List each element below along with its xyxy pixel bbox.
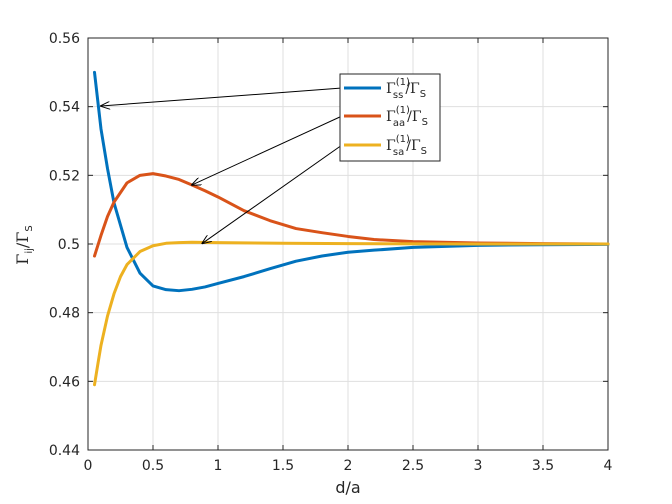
- series-line-aa: [93, 172, 610, 258]
- y-axis-label-sub2: S: [24, 225, 35, 231]
- y-tick-label: 0.46: [49, 374, 80, 390]
- y-tick-label: 0.44: [49, 443, 80, 459]
- legend-label: Γ(1) ss/ΓS: [386, 77, 426, 101]
- x-tick-label: 1.5: [272, 458, 294, 474]
- x-tick-label: 4: [604, 458, 613, 474]
- x-tick-label: 1: [214, 458, 223, 474]
- svg-text:Γij/ΓS: Γij/ΓS: [13, 225, 35, 265]
- annotation-arrow: [101, 87, 343, 106]
- y-tick-label: 0.56: [49, 31, 80, 47]
- legend-entry-sa: Γ(1) sa/ΓS: [344, 134, 427, 158]
- axis-ticks: 0 0.5 1 1.5 2 2.5 3 3.5 4 0.44 0.46 0.48 0.5 0.52 0.54…: [49, 31, 613, 474]
- x-tick-label: 3: [474, 458, 483, 474]
- y-tick-label: 0.52: [49, 168, 80, 184]
- series-line-ss: [93, 70, 610, 293]
- series-lines: [93, 70, 610, 387]
- y-axis-label-base: Γ: [13, 254, 32, 265]
- x-tick-label: 2: [344, 458, 353, 474]
- y-axis-label: Γij/ΓS: [13, 225, 35, 265]
- x-tick-label: 3.5: [532, 458, 554, 474]
- legend-label: Γ(1) sa/ΓS: [386, 134, 427, 158]
- annotation-arrow: [202, 144, 343, 243]
- y-tick-label: 0.5: [58, 237, 80, 253]
- legend: Γ(1) ss/ΓS Γ(1) aa/ΓS Γ(1) sa/ΓS: [339, 73, 441, 162]
- x-axis-label: d/a: [335, 478, 360, 497]
- y-tick-label: 0.48: [49, 306, 80, 322]
- legend-label: Γ(1) aa/ΓS: [386, 105, 428, 129]
- annotation-arrow: [192, 115, 343, 185]
- series-line-sa: [93, 240, 610, 387]
- legend-entry-ss: Γ(1) ss/ΓS: [344, 77, 426, 101]
- x-tick-label: 2.5: [402, 458, 424, 474]
- y-tick-label: 0.54: [49, 100, 80, 116]
- annotation-arrows: [101, 87, 343, 243]
- x-tick-label: 0: [84, 458, 93, 474]
- legend-entry-aa: Γ(1) aa/ΓS: [344, 105, 428, 129]
- y-axis-label-sub: ij: [24, 248, 35, 254]
- x-tick-label: 0.5: [142, 458, 164, 474]
- y-axis-label-mid: /Γ: [13, 232, 32, 249]
